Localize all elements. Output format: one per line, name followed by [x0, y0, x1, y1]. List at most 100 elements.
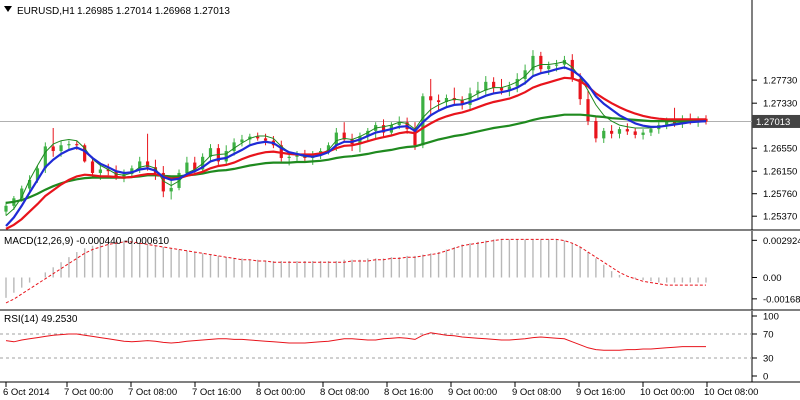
rsi-title: RSI(14) 49.2530 — [4, 314, 78, 325]
candle-bear — [75, 144, 79, 146]
candle-bear — [610, 130, 614, 134]
price-tick-label: 1.25760 — [763, 189, 797, 200]
time-tick-label: 7 Oct 08:00 — [128, 387, 177, 398]
candle-bull — [507, 86, 511, 91]
ohlc-header: 1.26985 1.27014 1.26968 1.27013 — [77, 6, 230, 17]
macd-tick-label: 0.002924 — [763, 236, 800, 247]
symbol-header: EURUSD,H1 — [17, 6, 75, 17]
macd-panel: 0.002924 0.00 -0.001681 MACD(12,26,9) -0.0… — [0, 231, 800, 311]
macd-tick-label: -0.001681 — [763, 294, 800, 305]
candle-bull — [468, 93, 472, 105]
time-tick-label: 8 Oct 16:00 — [384, 387, 433, 398]
candle-bull — [4, 205, 8, 212]
candle-bear — [429, 96, 433, 101]
candle-bear — [672, 121, 677, 124]
candle-bull — [531, 55, 535, 71]
candle-bear — [460, 100, 464, 105]
price-axis-ticks: 1.27730 1.27330 1.26550 1.26150 1.25760 1.253… — [752, 76, 797, 223]
candle-bear — [539, 55, 543, 70]
rsi-tick-label: 0 — [763, 372, 768, 383]
time-tick-label: 7 Oct 00:00 — [64, 387, 113, 398]
candle-bear — [586, 99, 590, 122]
time-tick-label: 8 Oct 08:00 — [320, 387, 369, 398]
candle-bull — [27, 179, 32, 189]
rsi-line — [5, 332, 706, 351]
candle-bull — [366, 130, 370, 137]
candle-bull — [444, 97, 449, 103]
candle-bull — [326, 145, 331, 152]
candle-bull — [98, 169, 102, 173]
candle-bear — [145, 161, 150, 168]
rsi-series — [0, 332, 752, 359]
macd-tick-label: 0.00 — [763, 273, 782, 284]
macd-series — [5, 238, 707, 304]
time-tick-label: 8 Oct 00:00 — [256, 387, 305, 398]
macd-axis-ticks: 0.002924 0.00 -0.001681 — [752, 236, 800, 305]
candle-bear — [83, 145, 87, 162]
candle-bull — [397, 122, 401, 126]
candle-bull — [554, 64, 559, 66]
ma-thin-line — [5, 61, 706, 216]
candle-bull — [484, 81, 488, 91]
candle-bear — [492, 81, 496, 88]
candle-bull — [523, 70, 527, 79]
time-tick-label: 10 Oct 00:00 — [640, 387, 694, 398]
candle-bull — [67, 144, 71, 146]
time-tick-label: 9 Oct 00:00 — [448, 387, 497, 398]
candle-bear — [633, 131, 637, 135]
candle-bull — [334, 132, 338, 146]
candle-bear — [381, 125, 386, 133]
candle-bull — [515, 78, 519, 87]
last-price-value: 1.27013 — [756, 117, 790, 128]
macd-signal-line — [5, 238, 706, 304]
time-axis-ticks: 6 Oct 2014 7 Oct 00:00 7 Oct 08:00 7 Oct 16… — [3, 382, 758, 398]
macd-title: MACD(12,26,9) -0.000440 -0.000610 — [4, 236, 170, 247]
last-price-tag: 1.27013 — [752, 114, 800, 128]
candle-bear — [193, 162, 197, 170]
candle-bear — [90, 161, 95, 173]
rsi-panel: 100 70 30 0 RSI(14) 49.2530 — [0, 311, 800, 383]
candle-bear — [594, 121, 598, 139]
candle-bear — [436, 100, 441, 103]
time-tick-label: 10 Oct 08:00 — [704, 387, 758, 398]
candle-bull — [547, 65, 551, 70]
price-panel: 1.27730 1.27330 1.26550 1.26150 1.25760 1.253… — [0, 0, 800, 231]
candle-bull — [641, 132, 645, 135]
candle-bull — [43, 146, 47, 169]
candle-bull — [59, 145, 63, 152]
rsi-tick-label: 30 — [763, 354, 774, 365]
price-tick-label: 1.27730 — [763, 76, 797, 87]
candle-bull — [138, 161, 142, 169]
candle-bull — [617, 129, 622, 134]
price-tick-label: 1.27330 — [763, 99, 797, 110]
candle-bear — [106, 169, 110, 172]
price-series — [4, 50, 708, 230]
candle-bull — [208, 148, 213, 157]
time-tick-label: 6 Oct 2014 — [3, 387, 49, 398]
candle-bull — [240, 139, 244, 143]
time-tick-label: 9 Oct 08:00 — [512, 387, 561, 398]
price-tick-label: 1.26150 — [763, 167, 797, 178]
candle-bull — [287, 156, 291, 158]
candle-bull — [476, 90, 480, 94]
collapse-triangle-icon[interactable] — [4, 6, 12, 12]
price-panel-bg — [0, 0, 800, 230]
candle-bear — [625, 129, 629, 132]
candle-bull — [232, 142, 236, 152]
candle-bear — [263, 138, 268, 141]
ma-fast-line — [5, 66, 707, 227]
candle-bull — [20, 188, 24, 199]
candle-bull — [224, 151, 228, 162]
price-tick-label: 1.25370 — [763, 212, 797, 223]
time-tick-label: 7 Oct 16:00 — [192, 387, 241, 398]
candle-bear — [279, 145, 283, 158]
rsi-tick-label: 100 — [763, 312, 779, 323]
rsi-tick-label: 70 — [763, 330, 774, 341]
candle-bull — [665, 121, 669, 126]
candle-bull — [169, 187, 173, 192]
candle-bull — [421, 96, 425, 146]
candle-bear — [51, 146, 55, 152]
rsi-axis-ticks: 100 70 30 0 — [752, 312, 779, 383]
candle-bear — [413, 129, 417, 146]
